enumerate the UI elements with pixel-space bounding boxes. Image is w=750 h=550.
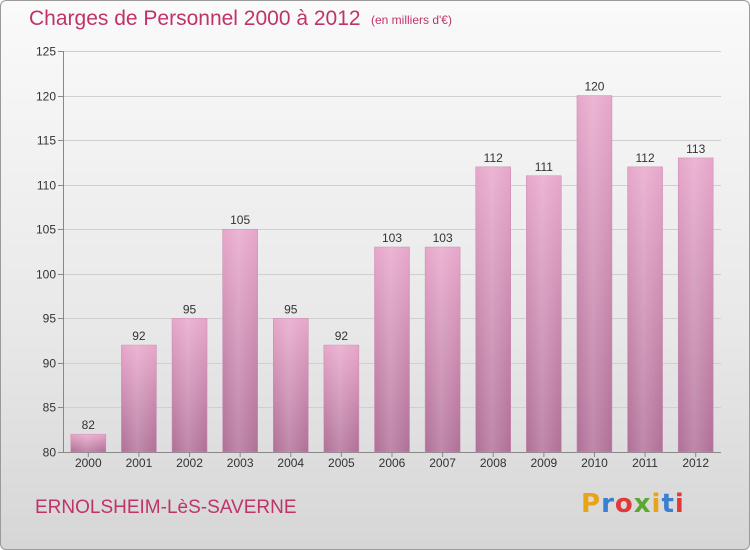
bar-highlight [121, 345, 157, 452]
data-label: 92 [335, 329, 349, 343]
logo-letter: o [614, 489, 634, 519]
x-tick-label: 2009 [530, 456, 557, 470]
y-tick-label: 120 [36, 90, 56, 104]
data-label: 82 [82, 418, 96, 432]
x-tick-label: 2011 [632, 456, 658, 470]
x-tick-label: 2003 [227, 456, 254, 470]
commune-name: ERNOLSHEIM-LèS-SAVERNE [35, 497, 297, 518]
x-tick-label: 2000 [75, 456, 102, 470]
chart-title: Charges de Personnel 2000 à 2012 [29, 7, 361, 30]
y-tick-label: 105 [36, 223, 56, 237]
logo-letter: i [651, 489, 662, 519]
data-label: 113 [686, 142, 705, 156]
logo-letter: P [581, 489, 602, 519]
x-tick-label: 2007 [429, 456, 456, 470]
bar-highlight [273, 318, 309, 452]
bar-highlight [425, 247, 461, 452]
data-label: 112 [484, 151, 503, 165]
chart-unit: (en milliers d'€) [371, 13, 452, 27]
data-label: 95 [183, 302, 197, 316]
logo-letter: x [633, 489, 652, 519]
bar-highlight [222, 229, 258, 452]
x-tick-label: 2001 [126, 456, 153, 470]
y-tick-label: 85 [43, 401, 57, 415]
data-label: 103 [433, 231, 453, 245]
y-tick-label: 95 [43, 312, 57, 326]
data-label: 92 [132, 329, 146, 343]
y-tick-label: 115 [37, 134, 56, 148]
bar-highlight [70, 434, 106, 452]
data-label: 95 [284, 302, 298, 316]
x-tick-label: 2008 [480, 456, 507, 470]
bar-highlight [576, 95, 612, 453]
y-tick-label: 80 [43, 446, 57, 460]
x-tick-label: 2006 [379, 456, 406, 470]
data-label: 103 [382, 231, 402, 245]
y-tick-label: 125 [36, 45, 56, 59]
data-label: 111 [535, 160, 554, 174]
x-tick-label: 2012 [682, 456, 709, 470]
x-tick-label: 2005 [328, 456, 355, 470]
proxiti-logo[interactable]: Proxiti [581, 489, 685, 519]
data-label: 120 [584, 80, 604, 94]
data-label: 112 [636, 151, 655, 165]
x-tick-label: 2002 [176, 456, 203, 470]
bar-highlight [172, 318, 208, 452]
logo-letter: i [674, 489, 685, 519]
bar-highlight [475, 166, 511, 452]
y-tick-label: 110 [37, 179, 56, 193]
logo-letter: r [601, 489, 615, 519]
x-tick-label: 2004 [277, 456, 304, 470]
data-label: 105 [230, 213, 250, 227]
logo-letter: t [661, 489, 675, 519]
bar-highlight [678, 157, 714, 452]
y-tick-label: 90 [43, 357, 57, 371]
y-tick-label: 100 [36, 268, 56, 282]
bar-highlight [526, 175, 562, 452]
x-tick-label: 2010 [581, 456, 608, 470]
bar-highlight [323, 345, 359, 452]
bar-highlight [627, 166, 663, 452]
bar-highlight [374, 247, 410, 452]
